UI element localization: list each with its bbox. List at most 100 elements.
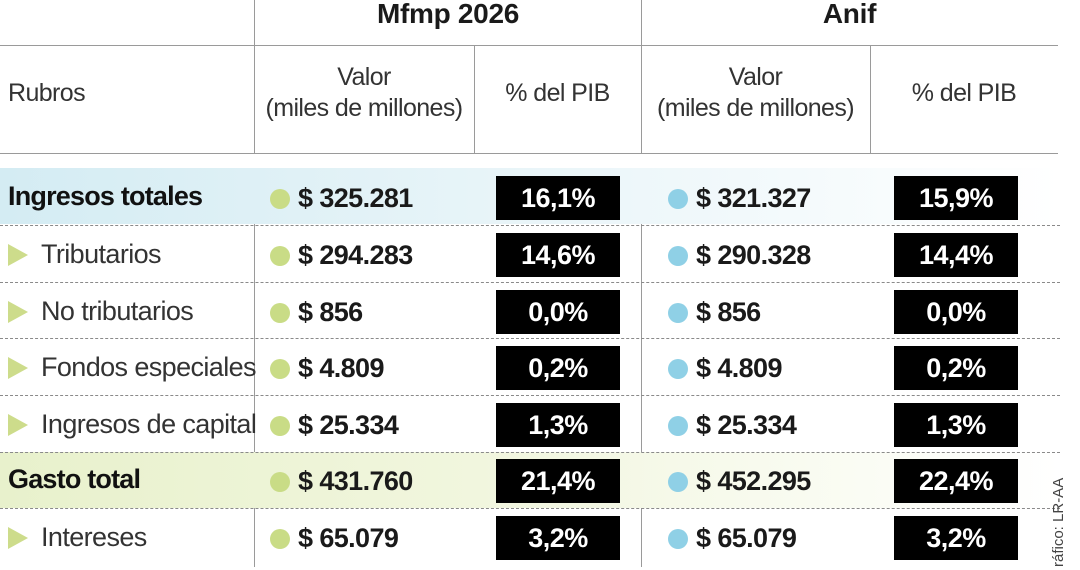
mfmp-valor-cell: $ 25.334 xyxy=(270,397,399,453)
anif-pib-badge: 0,0% xyxy=(894,290,1018,334)
anif-valor-cell: $ 4.809 xyxy=(668,340,782,396)
blue-dot-icon xyxy=(668,416,688,436)
column-divider xyxy=(870,46,871,154)
mfmp-pib-badge: 0,2% xyxy=(496,346,620,390)
mfmp-valor: $ 4.809 xyxy=(298,353,384,383)
column-divider xyxy=(641,0,642,154)
row-separator xyxy=(0,225,1060,226)
anif-valor-cell: $ 321.327 xyxy=(668,170,811,226)
graphic-credit: ráfico: LR-AA xyxy=(1042,470,1072,570)
row-separator xyxy=(0,395,1060,396)
row-separator xyxy=(0,452,1060,453)
column-divider xyxy=(254,168,255,567)
mfmp-valor: $ 431.760 xyxy=(298,466,413,496)
green-dot-icon xyxy=(270,529,290,549)
mfmp-valor: $ 325.281 xyxy=(298,183,413,213)
anif-valor-cell: $ 452.295 xyxy=(668,453,811,509)
anif-valor: $ 321.327 xyxy=(696,183,811,213)
mfmp-valor-cell: $ 431.760 xyxy=(270,453,413,509)
row-separator xyxy=(0,338,1060,339)
row-label: Ingresos totales xyxy=(8,181,203,211)
anif-valor: $ 25.334 xyxy=(696,410,797,440)
anif-pib-badge: 0,2% xyxy=(894,346,1018,390)
column-header-line: (miles de millones) xyxy=(657,94,855,122)
row-label: Gasto total xyxy=(8,464,141,494)
column-header-line: Valor xyxy=(337,63,391,91)
row-label-text: Fondos especiales xyxy=(41,352,257,382)
mfmp-valor: $ 856 xyxy=(298,297,363,327)
anif-valor-cell: $ 290.328 xyxy=(668,227,811,283)
column-header-anif-pib: % del PIB xyxy=(911,79,1017,107)
row-label: Ingresos de capital xyxy=(8,396,257,452)
green-dot-icon xyxy=(270,189,290,209)
blue-dot-icon xyxy=(668,472,688,492)
header-rule xyxy=(0,153,1058,154)
column-header-anif-valor: Valor (miles de millones) xyxy=(641,62,870,124)
blue-dot-icon xyxy=(668,359,688,379)
mfmp-pib-badge: 0,0% xyxy=(496,290,620,334)
column-header-mfmp-pib: % del PIB xyxy=(505,79,610,107)
triangle-arrow-icon xyxy=(8,527,28,549)
anif-valor-cell: $ 856 xyxy=(668,284,761,340)
triangle-arrow-icon xyxy=(8,301,28,323)
mfmp-pib-badge: 14,6% xyxy=(496,233,620,277)
mfmp-valor: $ 294.283 xyxy=(298,240,413,270)
green-dot-icon xyxy=(270,472,290,492)
row-separator xyxy=(0,282,1060,283)
mfmp-valor: $ 65.079 xyxy=(298,523,399,553)
column-header-rubros: Rubros xyxy=(8,79,86,107)
triangle-arrow-icon xyxy=(8,244,28,266)
blue-dot-icon xyxy=(668,189,688,209)
row-label: Fondos especiales xyxy=(8,339,257,395)
anif-pib-badge: 15,9% xyxy=(894,176,1018,220)
anif-valor: $ 65.079 xyxy=(696,523,797,553)
row-label: No tributarios xyxy=(8,283,194,339)
row-label-text: Ingresos de capital xyxy=(41,409,257,439)
column-divider xyxy=(474,46,475,154)
anif-pib-badge: 1,3% xyxy=(894,403,1018,447)
row-label-text: No tributarios xyxy=(41,296,194,326)
row-label-text: Intereses xyxy=(41,522,147,552)
green-dot-icon xyxy=(270,303,290,323)
row-label: Intereses xyxy=(8,509,147,565)
blue-dot-icon xyxy=(668,303,688,323)
mfmp-pib-badge: 21,4% xyxy=(496,459,620,503)
blue-dot-icon xyxy=(668,529,688,549)
column-header-line: (miles de millones) xyxy=(265,94,464,122)
anif-valor-cell: $ 25.334 xyxy=(668,397,797,453)
blue-dot-icon xyxy=(668,246,688,266)
green-dot-icon xyxy=(270,359,290,379)
mfmp-valor-cell: $ 294.283 xyxy=(270,227,413,283)
anif-valor: $ 290.328 xyxy=(696,240,811,270)
anif-pib-badge: 22,4% xyxy=(894,459,1018,503)
row-label: Tributarios xyxy=(8,226,162,282)
green-dot-icon xyxy=(270,416,290,436)
anif-pib-badge: 14,4% xyxy=(894,233,1018,277)
column-header-line: Valor xyxy=(728,63,783,91)
group-header-mfmp: Mfmp 2026 xyxy=(376,0,520,29)
green-dot-icon xyxy=(270,246,290,266)
anif-valor-cell: $ 65.079 xyxy=(668,510,797,566)
anif-valor: $ 4.809 xyxy=(696,353,782,383)
column-divider xyxy=(641,168,642,567)
mfmp-valor: $ 25.334 xyxy=(298,410,399,440)
column-divider xyxy=(254,0,255,154)
mfmp-valor-cell: $ 65.079 xyxy=(270,510,399,566)
graphic-credit-text: ráfico: LR-AA xyxy=(1050,477,1067,567)
anif-valor: $ 452.295 xyxy=(696,466,811,496)
triangle-arrow-icon xyxy=(8,357,28,379)
mfmp-pib-badge: 16,1% xyxy=(496,176,620,220)
mfmp-valor-cell: $ 4.809 xyxy=(270,340,384,396)
row-label-text: Tributarios xyxy=(41,239,162,269)
group-header-anif: Anif xyxy=(822,0,877,29)
triangle-arrow-icon xyxy=(8,414,28,436)
header-rule xyxy=(0,45,1058,46)
anif-pib-badge: 3,2% xyxy=(894,516,1018,560)
mfmp-pib-badge: 1,3% xyxy=(496,403,620,447)
mfmp-pib-badge: 3,2% xyxy=(496,516,620,560)
mfmp-valor-cell: $ 325.281 xyxy=(270,170,413,226)
anif-valor: $ 856 xyxy=(696,297,761,327)
mfmp-valor-cell: $ 856 xyxy=(270,284,363,340)
column-header-mfmp-valor: Valor (miles de millones) xyxy=(254,62,474,124)
row-separator xyxy=(0,508,1060,509)
